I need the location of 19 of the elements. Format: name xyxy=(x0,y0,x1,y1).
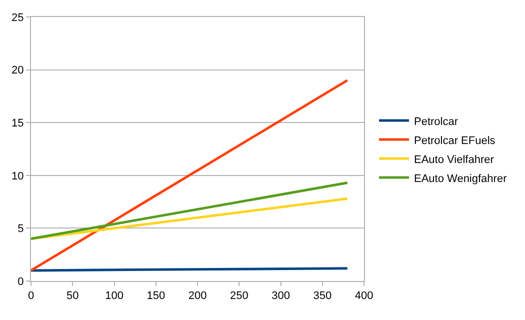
y-tick-label: 10 xyxy=(12,170,24,182)
legend-label: Petrolcar xyxy=(414,116,458,128)
x-tick-label: 50 xyxy=(66,290,79,302)
y-tick-label: 25 xyxy=(12,12,24,24)
legend-label: Petrolcar EFuels xyxy=(414,134,496,147)
y-tick-label: 5 xyxy=(18,223,24,236)
x-tick-label: 300 xyxy=(272,290,290,302)
x-tick-label: 250 xyxy=(230,290,248,302)
x-tick-label: 350 xyxy=(313,290,332,302)
x-tick-label: 0 xyxy=(28,290,34,302)
legend-label: EAuto Wenigfahrer xyxy=(414,172,508,185)
x-tick-label: 100 xyxy=(105,290,124,302)
x-tick-label: 150 xyxy=(146,290,166,302)
y-tick-label: 20 xyxy=(12,64,24,77)
x-tick-label: 200 xyxy=(188,290,207,302)
legend-label: EAuto Vielfahrer xyxy=(414,154,494,166)
y-tick-label: 15 xyxy=(12,117,24,130)
x-tick-label: 400 xyxy=(354,290,374,302)
y-tick-label: 0 xyxy=(18,276,24,288)
